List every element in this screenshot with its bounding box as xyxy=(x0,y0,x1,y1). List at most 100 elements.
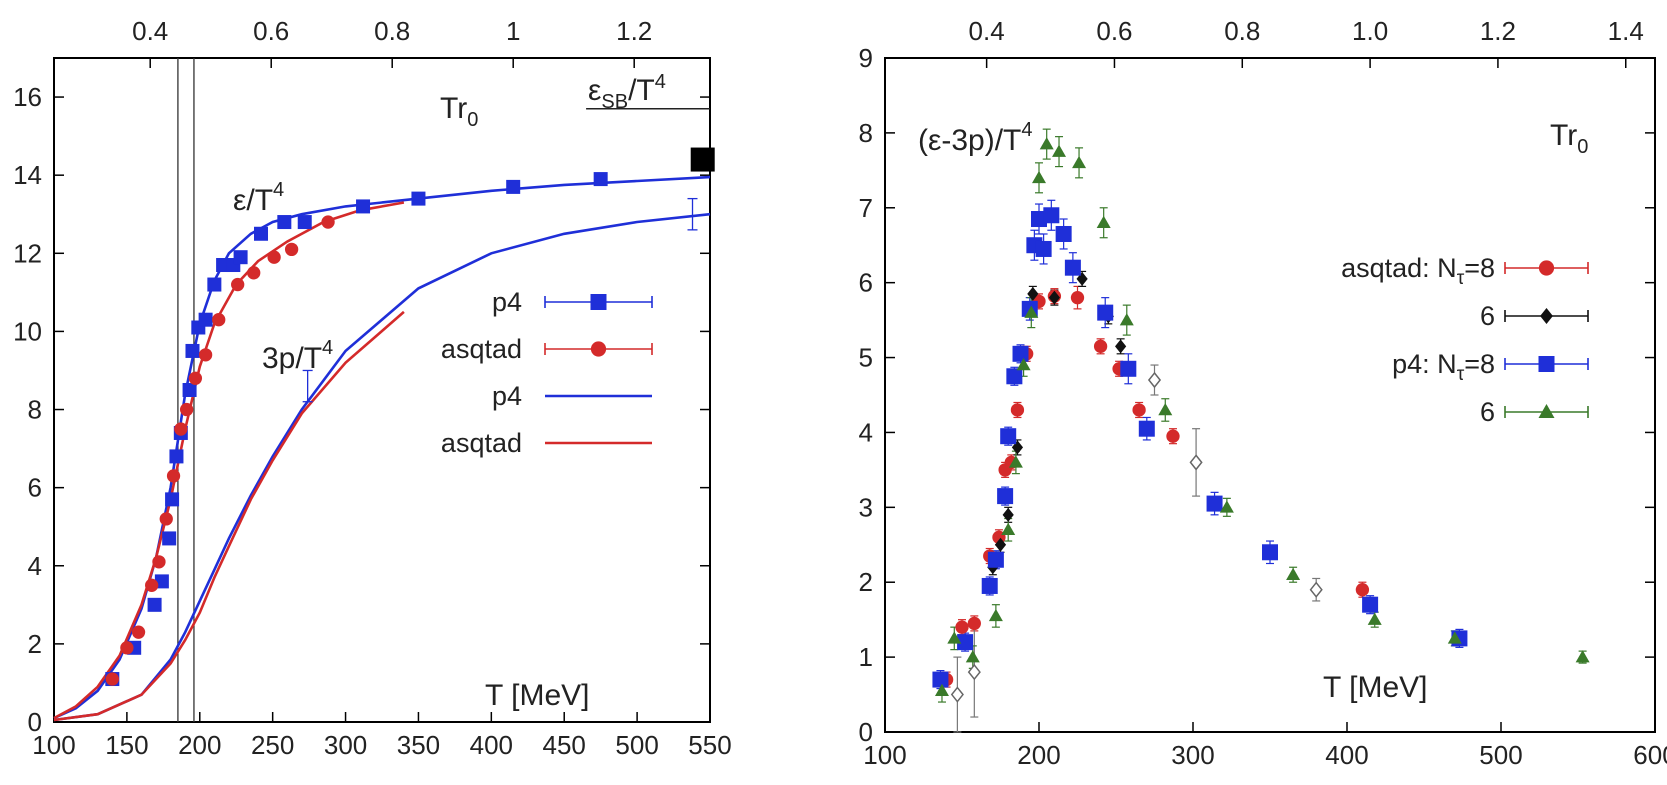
data-point xyxy=(1158,402,1173,416)
data-point xyxy=(131,625,146,639)
left-eps-label: ε/T4 xyxy=(233,179,284,217)
x-tick-label: 150 xyxy=(105,730,148,760)
data-point xyxy=(166,469,181,483)
data-point xyxy=(1039,137,1054,150)
data-point xyxy=(169,449,184,464)
data-point xyxy=(1072,155,1087,169)
legend-marker xyxy=(1538,356,1555,372)
data-point xyxy=(1008,455,1023,468)
data-point xyxy=(1093,339,1108,353)
legend-label: asqtad xyxy=(441,334,522,364)
data-point xyxy=(154,574,169,589)
left-legend: p4 asqtad p4 asqtad xyxy=(441,287,653,458)
data-point xyxy=(997,488,1014,505)
y-tick-label: 4 xyxy=(28,551,42,581)
data-point xyxy=(1575,650,1590,663)
data-point xyxy=(212,313,226,327)
data-point xyxy=(1115,339,1127,354)
y-tick-label: 9 xyxy=(859,43,873,73)
x-tick-label: 400 xyxy=(470,730,513,760)
data-point xyxy=(105,672,119,686)
data-point xyxy=(957,634,974,651)
data-point xyxy=(1032,170,1046,184)
right-y-label: (ε-3p)/T4 xyxy=(918,119,1033,157)
fit-curve xyxy=(53,201,405,720)
data-point xyxy=(1010,403,1025,417)
x-tick-label: 300 xyxy=(1171,740,1214,770)
top-tick-label: 0.8 xyxy=(1224,16,1260,46)
left-3p-label: 3p/T4 xyxy=(262,337,333,375)
data-point xyxy=(934,683,949,697)
data-point xyxy=(1189,454,1203,471)
legend-label: p4 xyxy=(492,381,522,411)
data-point xyxy=(297,215,312,230)
x-tick-label: 550 xyxy=(688,730,731,760)
data-point xyxy=(967,616,981,631)
top-tick-label: 1.2 xyxy=(1480,16,1516,46)
top-tick-label: 0.8 xyxy=(374,16,410,46)
fit-curve xyxy=(53,310,405,722)
data-point xyxy=(955,620,969,634)
data-point xyxy=(994,537,1007,552)
data-point xyxy=(1219,500,1234,513)
legend-label: p4 xyxy=(492,287,522,317)
left-data-points xyxy=(105,147,715,687)
data-point xyxy=(1206,495,1223,512)
data-point xyxy=(965,650,980,663)
left-chart: 100 150 200 250 300 350 400 450 500 550 0 2 4 6 8 10 12… xyxy=(13,16,732,760)
data-point xyxy=(1120,360,1137,377)
data-point xyxy=(147,597,162,612)
legend-label: 6 xyxy=(1480,301,1495,331)
right-y-axis: 0 1 2 3 4 5 6 7 8 9 xyxy=(859,43,1655,747)
legend-label: p4: Nτ=8 xyxy=(1392,349,1495,385)
data-point xyxy=(180,402,194,417)
data-point xyxy=(174,422,188,436)
y-tick-label: 4 xyxy=(859,417,873,447)
legend-marker xyxy=(1540,308,1553,324)
data-point xyxy=(1002,507,1014,522)
x-tick-label: 600 xyxy=(1633,740,1667,770)
top-tick-label: 1.2 xyxy=(616,16,652,46)
data-point xyxy=(231,277,245,292)
data-point xyxy=(284,242,299,257)
data-point xyxy=(947,631,962,644)
data-point xyxy=(1031,211,1047,228)
y-tick-label: 3 xyxy=(859,492,873,522)
data-point xyxy=(1064,259,1081,276)
left-tr0-label: Tr0 xyxy=(440,92,478,131)
data-point xyxy=(1138,420,1155,437)
data-point xyxy=(690,147,715,172)
right-plot-frame xyxy=(884,57,1656,733)
data-point xyxy=(987,551,1004,568)
x-tick-label: 200 xyxy=(1017,740,1060,770)
data-point xyxy=(145,578,159,592)
top-tick-label: 1.0 xyxy=(1352,16,1388,46)
data-point xyxy=(1016,358,1031,371)
y-tick-label: 2 xyxy=(28,629,42,659)
data-point xyxy=(207,277,222,292)
y-tick-label: 2 xyxy=(859,567,873,597)
data-point xyxy=(152,555,166,569)
left-y-axis: 0 2 4 6 8 10 12 14 16 xyxy=(13,82,710,737)
y-tick-label: 8 xyxy=(859,118,873,148)
data-point xyxy=(1097,304,1114,321)
data-point xyxy=(159,512,173,526)
data-point xyxy=(1362,596,1379,613)
data-point xyxy=(1012,345,1029,362)
left-top-axis: 0.4 0.6 0.8 1 1.2 xyxy=(132,16,652,68)
data-point xyxy=(254,226,269,241)
right-top-axis: 0.4 0.6 0.8 1.0 1.2 1.4 xyxy=(969,16,1644,68)
data-point xyxy=(182,383,197,397)
y-tick-label: 6 xyxy=(859,268,873,298)
left-fit-curves xyxy=(53,175,711,722)
data-point xyxy=(1043,207,1060,224)
data-point xyxy=(1166,429,1180,443)
data-point xyxy=(1048,290,1060,305)
data-point xyxy=(981,577,998,594)
y-tick-label: 16 xyxy=(13,82,42,112)
data-point xyxy=(277,215,292,230)
x-tick-label: 250 xyxy=(251,730,294,760)
fit-curve xyxy=(53,175,711,720)
data-point xyxy=(120,641,134,655)
data-point xyxy=(1027,286,1039,301)
